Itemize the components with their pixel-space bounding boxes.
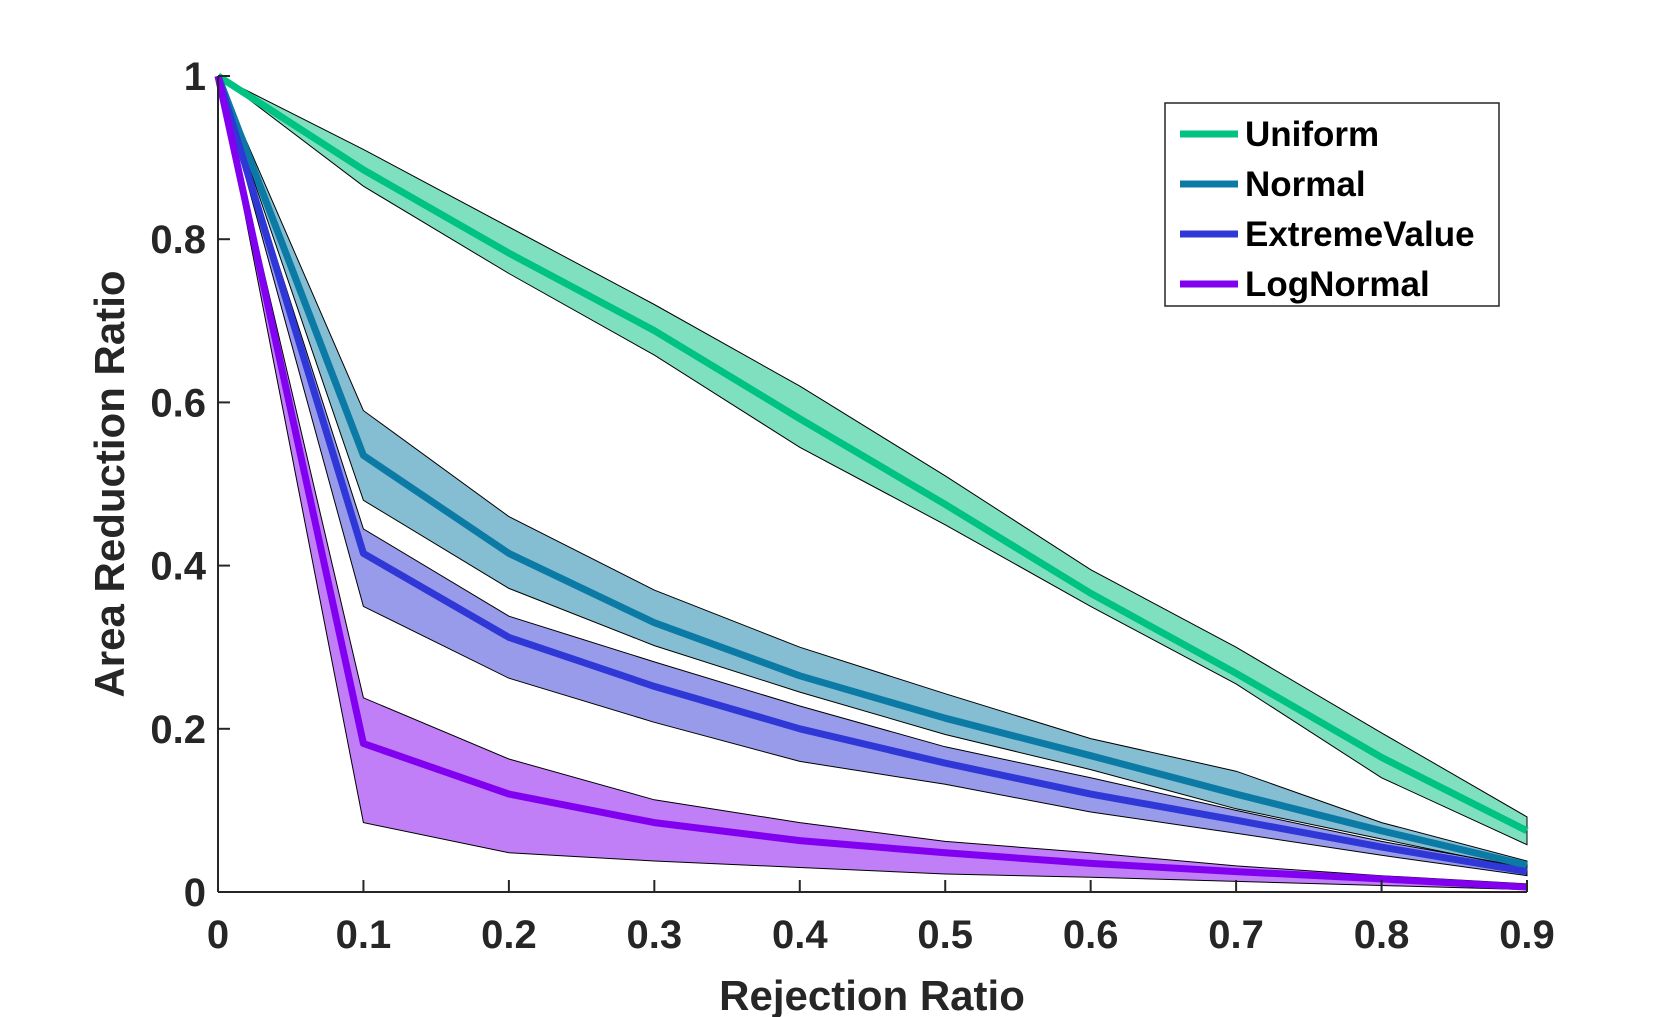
y-tick-label: 1 (184, 55, 206, 99)
x-tick-label: 0.5 (917, 913, 973, 957)
line-uniform (216, 73, 1529, 834)
legend: Uniform Normal ExtremeValue LogNormal (1164, 102, 1500, 307)
legend-label-extremevalue: ExtremeValue (1245, 215, 1475, 254)
y-tick-label: 0.6 (150, 381, 206, 425)
legend-label-normal: Normal (1245, 165, 1366, 204)
y-tick-label: 0 (184, 871, 206, 915)
line-extremevalue (214, 74, 1528, 876)
y-tick-label: 0.8 (150, 218, 206, 262)
x-tick-label: 0.4 (772, 913, 828, 957)
y-tick-label: 0.4 (150, 545, 206, 589)
line-normal (214, 74, 1528, 869)
series-lines (214, 73, 1529, 891)
y-axis-title: Area Reduction Ratio (86, 270, 133, 697)
y-tick-label: 0.2 (150, 708, 206, 752)
x-tick-label: 0 (207, 913, 229, 957)
x-axis-title: Rejection Ratio (719, 972, 1025, 1017)
x-tick-label: 0.7 (1208, 913, 1264, 957)
x-tick-label: 0.8 (1354, 913, 1410, 957)
y-ticks: 0 0.2 0.4 0.6 0.8 1 (150, 55, 230, 915)
x-tick-label: 0.1 (336, 913, 392, 957)
legend-label-lognormal: LogNormal (1245, 265, 1430, 304)
x-ticks: 0 0.1 0.2 0.3 0.4 0.5 0.6 0.7 0.8 0.9 (207, 880, 1555, 957)
line-lognormal (214, 75, 1528, 891)
x-tick-label: 0.6 (1063, 913, 1119, 957)
x-tick-label: 0.2 (481, 913, 537, 957)
x-tick-label: 0.3 (627, 913, 683, 957)
legend-label-uniform: Uniform (1245, 115, 1379, 154)
axes (217, 76, 1527, 893)
x-tick-label: 0.9 (1499, 913, 1555, 957)
